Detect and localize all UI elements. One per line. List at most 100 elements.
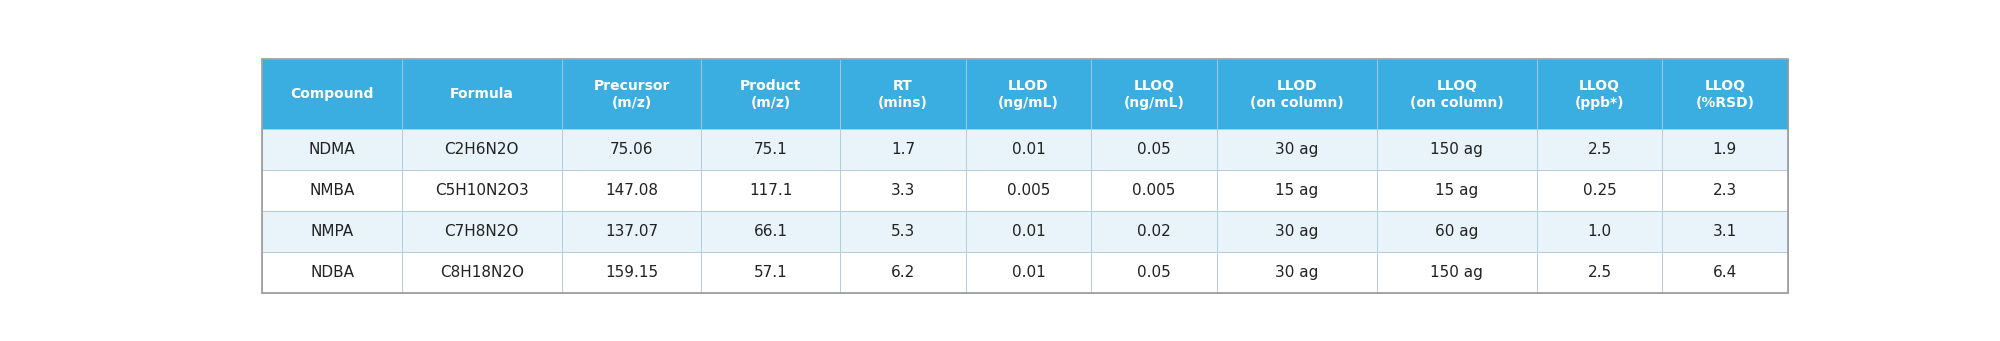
Bar [1216, 211, 1376, 252]
Text: 6.4: 6.4 [1712, 265, 1738, 280]
Text: RT
(mins): RT (mins) [878, 79, 928, 110]
Text: 75.1: 75.1 [754, 142, 788, 157]
Bar [840, 170, 966, 211]
Bar [1216, 252, 1376, 293]
Bar [702, 211, 840, 252]
Text: Product
(m/z): Product (m/z) [740, 79, 802, 110]
Bar [1376, 129, 1536, 170]
Text: 0.25: 0.25 [1582, 183, 1616, 198]
Text: NDBA: NDBA [310, 265, 354, 280]
Bar [1536, 252, 1662, 293]
Bar [702, 129, 840, 170]
Text: 30 ag: 30 ag [1274, 142, 1318, 157]
Text: 117.1: 117.1 [750, 183, 792, 198]
Text: 57.1: 57.1 [754, 265, 788, 280]
Bar [1662, 252, 1788, 293]
Bar [1092, 252, 1216, 293]
Bar [702, 170, 840, 211]
Text: LLOQ
(ppb*): LLOQ (ppb*) [1574, 79, 1624, 110]
Text: C5H10N2O3: C5H10N2O3 [434, 183, 528, 198]
Bar [1376, 211, 1536, 252]
Text: LLOD
(on column): LLOD (on column) [1250, 79, 1344, 110]
Text: C7H8N2O: C7H8N2O [444, 224, 518, 239]
Bar [966, 252, 1092, 293]
Text: 137.07: 137.07 [604, 224, 658, 239]
Text: NDMA: NDMA [308, 142, 356, 157]
Text: LLOQ
(%RSD): LLOQ (%RSD) [1696, 79, 1754, 110]
Bar [1092, 59, 1216, 129]
Text: Formula: Formula [450, 87, 514, 101]
Text: 3.1: 3.1 [1712, 224, 1738, 239]
Bar [562, 59, 702, 129]
Bar [1216, 170, 1376, 211]
Text: 2.5: 2.5 [1588, 142, 1612, 157]
Text: 0.05: 0.05 [1136, 265, 1170, 280]
Bar [562, 170, 702, 211]
Text: C8H18N2O: C8H18N2O [440, 265, 524, 280]
Text: 15 ag: 15 ag [1436, 183, 1478, 198]
Bar [702, 59, 840, 129]
Text: 1.0: 1.0 [1588, 224, 1612, 239]
Text: 0.02: 0.02 [1136, 224, 1170, 239]
Bar [1216, 59, 1376, 129]
Bar [966, 211, 1092, 252]
Bar [262, 59, 1788, 293]
Text: 30 ag: 30 ag [1274, 224, 1318, 239]
Bar [402, 129, 562, 170]
Text: LLOQ
(on column): LLOQ (on column) [1410, 79, 1504, 110]
Text: 66.1: 66.1 [754, 224, 788, 239]
Bar [1092, 129, 1216, 170]
Bar [840, 211, 966, 252]
Bar [262, 129, 402, 170]
Text: 2.3: 2.3 [1712, 183, 1738, 198]
Bar [1662, 129, 1788, 170]
Bar [1662, 170, 1788, 211]
Text: 5.3: 5.3 [890, 224, 916, 239]
Text: 1.7: 1.7 [892, 142, 916, 157]
Bar [1376, 59, 1536, 129]
Text: C2H6N2O: C2H6N2O [444, 142, 520, 157]
Text: 2.5: 2.5 [1588, 265, 1612, 280]
Bar [562, 252, 702, 293]
Bar [402, 252, 562, 293]
Text: 3.3: 3.3 [890, 183, 916, 198]
Bar [1376, 252, 1536, 293]
Text: Compound: Compound [290, 87, 374, 101]
Bar [1092, 211, 1216, 252]
Bar [1092, 170, 1216, 211]
Bar [1536, 129, 1662, 170]
Text: 0.005: 0.005 [1132, 183, 1176, 198]
Text: 75.06: 75.06 [610, 142, 654, 157]
Bar [966, 129, 1092, 170]
Bar [1536, 170, 1662, 211]
Bar [702, 252, 840, 293]
Text: 6.2: 6.2 [890, 265, 916, 280]
Text: 15 ag: 15 ag [1274, 183, 1318, 198]
Bar [262, 59, 402, 129]
Bar [840, 129, 966, 170]
Bar [1376, 170, 1536, 211]
Text: 150 ag: 150 ag [1430, 142, 1484, 157]
Bar [966, 59, 1092, 129]
Bar [402, 170, 562, 211]
Text: 0.05: 0.05 [1136, 142, 1170, 157]
Text: LLOQ
(ng/mL): LLOQ (ng/mL) [1124, 79, 1184, 110]
Text: Precursor
(m/z): Precursor (m/z) [594, 79, 670, 110]
Text: 1.9: 1.9 [1712, 142, 1738, 157]
Bar [402, 211, 562, 252]
Text: 30 ag: 30 ag [1274, 265, 1318, 280]
Bar [402, 59, 562, 129]
Bar [840, 252, 966, 293]
Bar [262, 252, 402, 293]
Text: 150 ag: 150 ag [1430, 265, 1484, 280]
Text: 0.01: 0.01 [1012, 265, 1046, 280]
Bar [262, 170, 402, 211]
Text: 0.005: 0.005 [1006, 183, 1050, 198]
Text: 0.01: 0.01 [1012, 224, 1046, 239]
Bar [840, 59, 966, 129]
Text: 147.08: 147.08 [606, 183, 658, 198]
Text: 60 ag: 60 ag [1436, 224, 1478, 239]
Bar [262, 211, 402, 252]
Bar [1662, 59, 1788, 129]
Text: 159.15: 159.15 [604, 265, 658, 280]
